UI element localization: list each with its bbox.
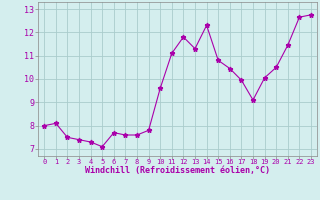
X-axis label: Windchill (Refroidissement éolien,°C): Windchill (Refroidissement éolien,°C) [85, 166, 270, 175]
